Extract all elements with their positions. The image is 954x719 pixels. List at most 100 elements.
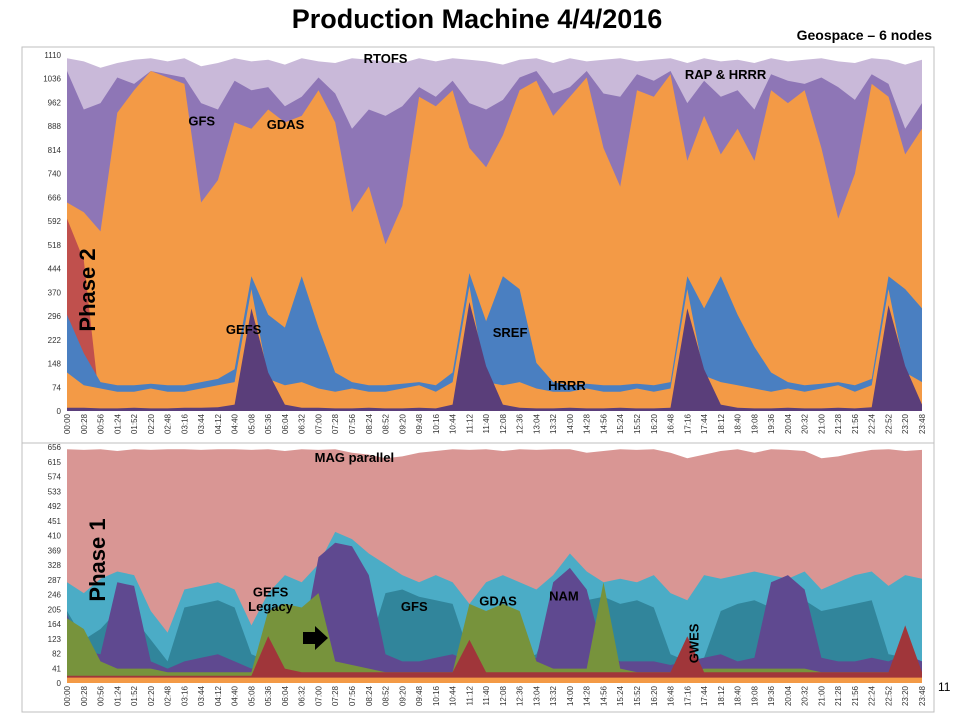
x-tick-label: 04:12 [214,413,223,434]
x-tick-label: 17:16 [683,685,692,706]
phase2-chart: 0 74 148 222 296 370 444 518 592 666 740 814 888 962 1… [21,46,935,444]
x-tick-label: 18:40 [734,685,743,706]
x-tick-label: 08:52 [382,685,391,706]
y-tick-label: 666 [48,193,62,202]
y-tick-label: 740 [48,170,62,179]
annotation-label: GWES [687,623,702,663]
y-tick-label: 444 [48,265,62,274]
y-tick-label: 370 [48,288,62,297]
x-tick-label: 18:12 [717,413,726,434]
y-tick-label: 492 [48,502,62,511]
x-tick-label: 09:20 [398,413,407,434]
y-tick-label: 592 [48,217,62,226]
x-tick-label: 18:40 [734,413,743,434]
x-tick-label: 09:48 [415,413,424,434]
x-tick-label: 22:24 [868,685,877,706]
x-tick-label: 02:48 [164,685,173,706]
annotation-label: MAG parallel [315,450,394,465]
x-tick-label: 04:40 [231,685,240,706]
x-tick-label: 11:12 [465,413,474,433]
x-tick-label: 01:24 [113,413,122,434]
x-tick-label: 20:32 [801,413,810,434]
x-tick-label: 22:24 [868,413,877,434]
annotation-label: HRRR [548,378,586,393]
x-tick-label: 00:00 [63,413,72,434]
annotation-label: Legacy [248,599,294,614]
x-tick-label: 00:28 [80,685,89,706]
x-tick-label: 06:04 [281,413,290,434]
x-tick-label: 01:52 [130,685,139,706]
x-tick-label: 22:52 [884,685,893,706]
x-tick-label: 21:28 [834,413,843,434]
series-area-4 [67,273,922,411]
y-tick-label: 962 [48,98,62,107]
x-tick-label: 14:28 [583,685,592,706]
x-tick-label: 16:48 [667,685,676,706]
y-tick-label: 41 [52,664,61,673]
y-tick-label: 369 [48,546,62,555]
x-tick-label: 00:00 [63,685,72,706]
x-tick-label: 06:32 [298,685,307,706]
x-tick-label: 08:24 [365,685,374,706]
x-tick-label: 23:48 [918,413,927,434]
x-tick-label: 07:28 [331,685,340,706]
page-number: 11 [938,680,951,694]
annotation-label: GFS [401,599,428,614]
x-tick-label: 14:56 [599,685,608,706]
x-tick-label: 21:56 [851,685,860,706]
x-tick-label: 11:40 [482,685,491,705]
x-tick-label: 14:00 [566,413,575,434]
y-tick-label: 888 [48,122,62,131]
series-area-6 [67,677,922,683]
y-tick-label: 451 [48,517,62,526]
x-tick-label: 06:32 [298,413,307,434]
x-tick-label: 12:36 [516,685,525,706]
x-tick-label: 21:28 [834,685,843,706]
x-tick-label: 08:52 [382,413,391,434]
annotation-label: RAP & HRRR [685,67,767,82]
y-tick-label: 518 [48,241,62,250]
x-tick-label: 17:16 [683,413,692,434]
x-tick-label: 19:36 [767,685,776,706]
annotation-label: NAM [549,588,579,603]
x-tick-label: 03:16 [180,413,189,434]
x-tick-label: 04:12 [214,685,223,706]
x-tick-label: 13:32 [549,685,558,706]
x-tick-label: 11:40 [482,413,491,433]
x-tick-label: 21:00 [817,685,826,706]
x-tick-label: 05:08 [247,413,256,434]
x-tick-label: 03:44 [197,413,206,434]
slide-title: Production Machine 4/4/2016 [291,4,663,34]
x-tick-label: 09:48 [415,685,424,706]
y-tick-label: 74 [52,383,61,392]
x-tick-label: 21:56 [851,413,860,434]
x-tick-label: 13:04 [532,685,541,706]
y-tick-label: 656 [48,443,62,452]
x-tick-label: 10:16 [432,413,441,434]
x-tick-label: 19:36 [767,413,776,434]
x-tick-label: 13:04 [532,413,541,434]
annotation-label: GDAS [267,117,305,132]
x-tick-label: 05:36 [264,685,273,706]
x-tick-label: 15:24 [616,413,625,434]
x-tick-label: 07:56 [348,413,357,434]
x-tick-label: 11:12 [465,685,474,705]
y-tick-label: 615 [48,458,62,467]
x-tick-label: 23:20 [901,685,910,706]
x-tick-label: 20:04 [784,685,793,706]
x-tick-label: 14:28 [583,413,592,434]
x-tick-label: 16:20 [650,685,659,706]
x-tick-label: 10:44 [449,413,458,434]
x-tick-label: 05:08 [247,685,256,706]
y-tick-label: 328 [48,561,62,570]
y-tick-label: 0 [57,407,62,416]
x-tick-label: 20:04 [784,413,793,434]
y-tick-label: 1110 [44,51,61,60]
x-tick-label: 14:00 [566,685,575,706]
x-tick-label: 07:00 [314,413,323,434]
x-tick-label: 00:28 [80,413,89,434]
series-area-6 [67,302,922,411]
x-tick-label: 10:16 [432,685,441,706]
x-tick-label: 17:44 [700,413,709,434]
x-tick-label: 12:36 [516,413,525,434]
